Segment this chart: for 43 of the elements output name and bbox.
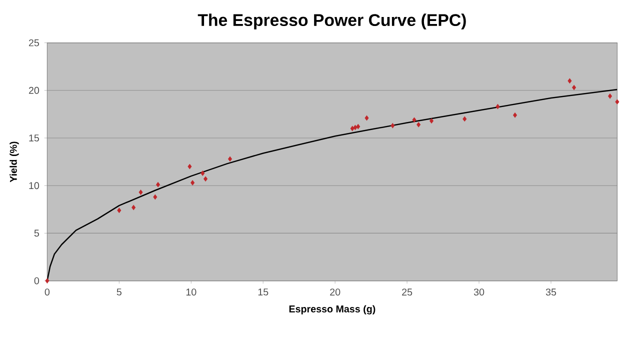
point <box>45 278 50 284</box>
y-tick-label: 0 <box>34 277 40 284</box>
point <box>156 182 160 188</box>
x-tick-label: 30 <box>474 288 484 296</box>
point <box>496 104 500 110</box>
point <box>200 170 205 176</box>
x-tick-label: 0 <box>44 288 50 296</box>
point <box>572 85 576 90</box>
point <box>390 123 395 128</box>
point <box>138 190 143 195</box>
point <box>568 78 572 84</box>
point <box>188 164 192 170</box>
point <box>412 117 416 122</box>
y-tick-label: 5 <box>34 230 39 237</box>
y-tick-label: 20 <box>28 86 40 94</box>
point <box>513 112 517 118</box>
y-tick-label: 25 <box>28 39 39 46</box>
y-tick-label: 10 <box>29 182 40 190</box>
x-tick-label: 15 <box>258 288 268 296</box>
point <box>356 124 360 130</box>
x-tick-label: 25 <box>402 288 412 296</box>
point <box>353 124 358 130</box>
x-tick-label: 35 <box>546 288 556 296</box>
point <box>204 176 208 182</box>
point <box>615 99 620 104</box>
point <box>416 122 421 128</box>
x-tick-label: 20 <box>330 288 340 296</box>
point <box>190 180 195 186</box>
point <box>117 208 122 213</box>
x-tick-label: 5 <box>116 288 122 296</box>
point <box>350 126 354 132</box>
y-tick-label: 15 <box>29 134 39 142</box>
point <box>364 115 369 121</box>
point <box>132 204 136 210</box>
point <box>608 94 612 99</box>
chart-title: The Espresso Power Curve (EPC) <box>198 14 466 30</box>
point <box>430 118 434 124</box>
y-axis-title: Yield (%) <box>10 142 19 182</box>
point <box>228 156 232 162</box>
x-axis-title: Espresso Mass (g) <box>289 305 376 314</box>
point <box>462 116 467 122</box>
x-tick-label: 10 <box>186 288 196 296</box>
point <box>153 194 158 200</box>
